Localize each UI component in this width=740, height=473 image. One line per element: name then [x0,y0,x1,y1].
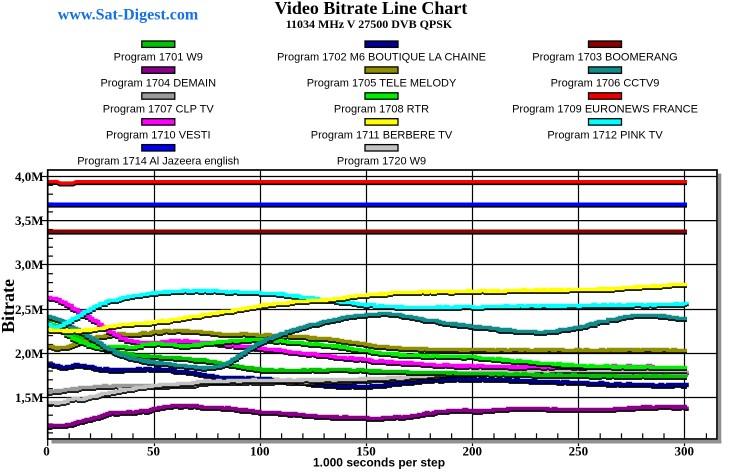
svg-text:0: 0 [43,444,50,459]
svg-text:2,0M: 2,0M [15,346,44,361]
svg-text:2,5M: 2,5M [15,302,44,317]
svg-text:www.Sat-Digest.com: www.Sat-Digest.com [58,7,199,24]
svg-text:Video Bitrate Line Chart: Video Bitrate Line Chart [275,0,468,18]
svg-text:Program 1712 PINK TV: Program 1712 PINK TV [547,129,663,141]
svg-text:1.000 seconds per step: 1.000 seconds per step [313,456,445,470]
svg-text:Program 1709 EURONEWS FRANCE: Program 1709 EURONEWS FRANCE [512,104,698,116]
svg-text:Program 1706 CCTV9: Program 1706 CCTV9 [551,78,660,90]
svg-text:Bitrate: Bitrate [0,279,18,333]
svg-text:11034 MHz V 27500 DVB QPSK: 11034 MHz V 27500 DVB QPSK [286,17,453,31]
svg-text:100: 100 [250,444,270,459]
svg-text:Program 1701 W9: Program 1701 W9 [114,52,203,64]
svg-text:Program 1703 BOOMERANG: Program 1703 BOOMERANG [532,52,678,64]
svg-text:3,0M: 3,0M [15,257,44,272]
svg-text:Program 1710 VESTI: Program 1710 VESTI [106,129,211,141]
svg-text:3,5M: 3,5M [15,213,44,228]
svg-text:200: 200 [462,444,482,459]
svg-text:150: 150 [356,444,376,459]
svg-text:250: 250 [569,444,589,459]
svg-text:Program 1708 RTR: Program 1708 RTR [334,104,429,116]
svg-text:Program 1714 Al Jazeera englis: Program 1714 Al Jazeera english [77,155,239,167]
svg-text:300: 300 [674,444,694,459]
svg-text:Program 1711 BERBERE TV: Program 1711 BERBERE TV [311,129,453,141]
svg-text:Program 1702 M6 BOUTIQUE LA CH: Program 1702 M6 BOUTIQUE LA CHAINE [277,52,486,64]
svg-text:Program 1707 CLP TV: Program 1707 CLP TV [103,104,215,116]
svg-text:1,5M: 1,5M [15,390,44,405]
svg-text:Program 1720 W9: Program 1720 W9 [337,155,426,167]
svg-text:Program 1705 TELE MELODY: Program 1705 TELE MELODY [307,78,457,90]
svg-text:50: 50 [147,444,160,459]
svg-text:Program 1704 DEMAIN: Program 1704 DEMAIN [100,78,216,90]
svg-text:4,0M: 4,0M [15,169,44,184]
